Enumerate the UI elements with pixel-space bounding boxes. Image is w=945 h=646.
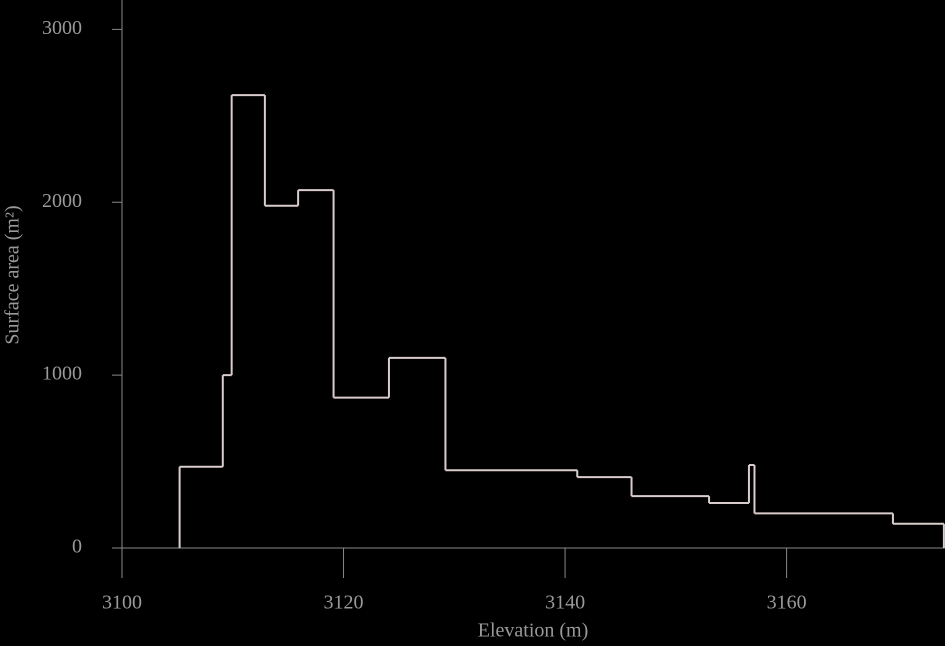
y-tick-label: 1000 (42, 363, 82, 385)
x-tick-label: 3120 (324, 592, 364, 614)
y-tick-label: 0 (72, 536, 82, 558)
y-axis-label: Surface area (m²) (2, 205, 24, 344)
x-tick-label: 3100 (102, 592, 142, 614)
y-tick-label: 2000 (42, 190, 82, 212)
x-tick-label: 3160 (767, 592, 807, 614)
y-tick-label: 3000 (42, 17, 82, 39)
x-axis-label: Elevation (m) (478, 620, 589, 642)
x-tick-label: 3140 (545, 592, 585, 614)
